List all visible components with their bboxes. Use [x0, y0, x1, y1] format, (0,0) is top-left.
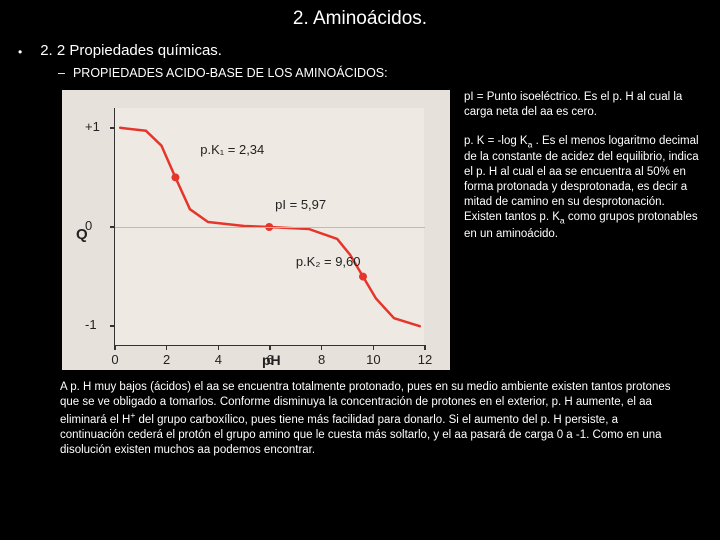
- chart-annotation: p.K₁ = 2,34: [200, 142, 264, 157]
- dash-icon: –: [58, 66, 65, 80]
- pK-definition: p. K = -log Ka . Es el menos logaritmo d…: [464, 134, 702, 242]
- chart-xtick-label: 12: [418, 352, 432, 367]
- pI-definition: pI = Punto isoeléctrico. Es el p. H al c…: [464, 90, 702, 120]
- pK-rest: . Es el menos logaritmo decimal de la co…: [464, 135, 699, 223]
- side-text: pI = Punto isoeléctrico. Es el p. H al c…: [464, 90, 702, 370]
- chart-annotation: p.K₂ = 9,60: [296, 254, 361, 269]
- chart-annotation: pI = 5,97: [275, 197, 326, 212]
- chart-ytick-label: +1: [85, 119, 100, 134]
- chart-ytick-mark: [110, 325, 115, 327]
- subsection-text: PROPIEDADES ACIDO-BASE DE LOS AMINOÁCIDO…: [73, 66, 388, 80]
- chart-xlabel: pH: [262, 352, 281, 368]
- chart-xtick-mark: [269, 345, 271, 350]
- chart-plot-area: +10-1024681012p.K₁ = 2,34pI = 5,97p.K₂ =…: [114, 108, 424, 346]
- chart-xtick-label: 0: [111, 352, 118, 367]
- bottom-rest: del grupo carboxílico, pues tiene más fa…: [60, 414, 662, 456]
- page-title: 2. Aminoácidos.: [0, 0, 720, 36]
- titration-chart: +10-1024681012p.K₁ = 2,34pI = 5,97p.K₂ =…: [62, 90, 450, 370]
- section-text: 2. 2 Propiedades químicas.: [40, 42, 222, 59]
- chart-ytick-mark: [110, 127, 115, 129]
- chart-xtick-mark: [321, 345, 323, 350]
- chart-xtick-label: 4: [215, 352, 222, 367]
- chart-xtick-label: 8: [318, 352, 325, 367]
- subsection-row: – PROPIEDADES ACIDO-BASE DE LOS AMINOÁCI…: [0, 66, 720, 80]
- content-row: +10-1024681012p.K₁ = 2,34pI = 5,97p.K₂ =…: [0, 90, 720, 370]
- bottom-paragraph: A p. H muy bajos (ácidos) el aa se encue…: [0, 370, 720, 458]
- chart-xtick-mark: [424, 345, 426, 350]
- bullet-icon: •: [18, 42, 22, 62]
- chart-zero-line: [115, 227, 425, 228]
- chart-xtick-label: 2: [163, 352, 170, 367]
- chart-xtick-mark: [114, 345, 116, 350]
- chart-xtick-mark: [373, 345, 375, 350]
- chart-xtick-mark: [218, 345, 220, 350]
- chart-xtick-label: 10: [366, 352, 380, 367]
- chart-ytick-label: -1: [85, 317, 97, 332]
- chart-xtick-mark: [166, 345, 168, 350]
- section-row: • 2. 2 Propiedades químicas.: [0, 42, 720, 62]
- pK-prefix: p. K = -log K: [464, 135, 528, 147]
- chart-ylabel: Q: [76, 226, 88, 243]
